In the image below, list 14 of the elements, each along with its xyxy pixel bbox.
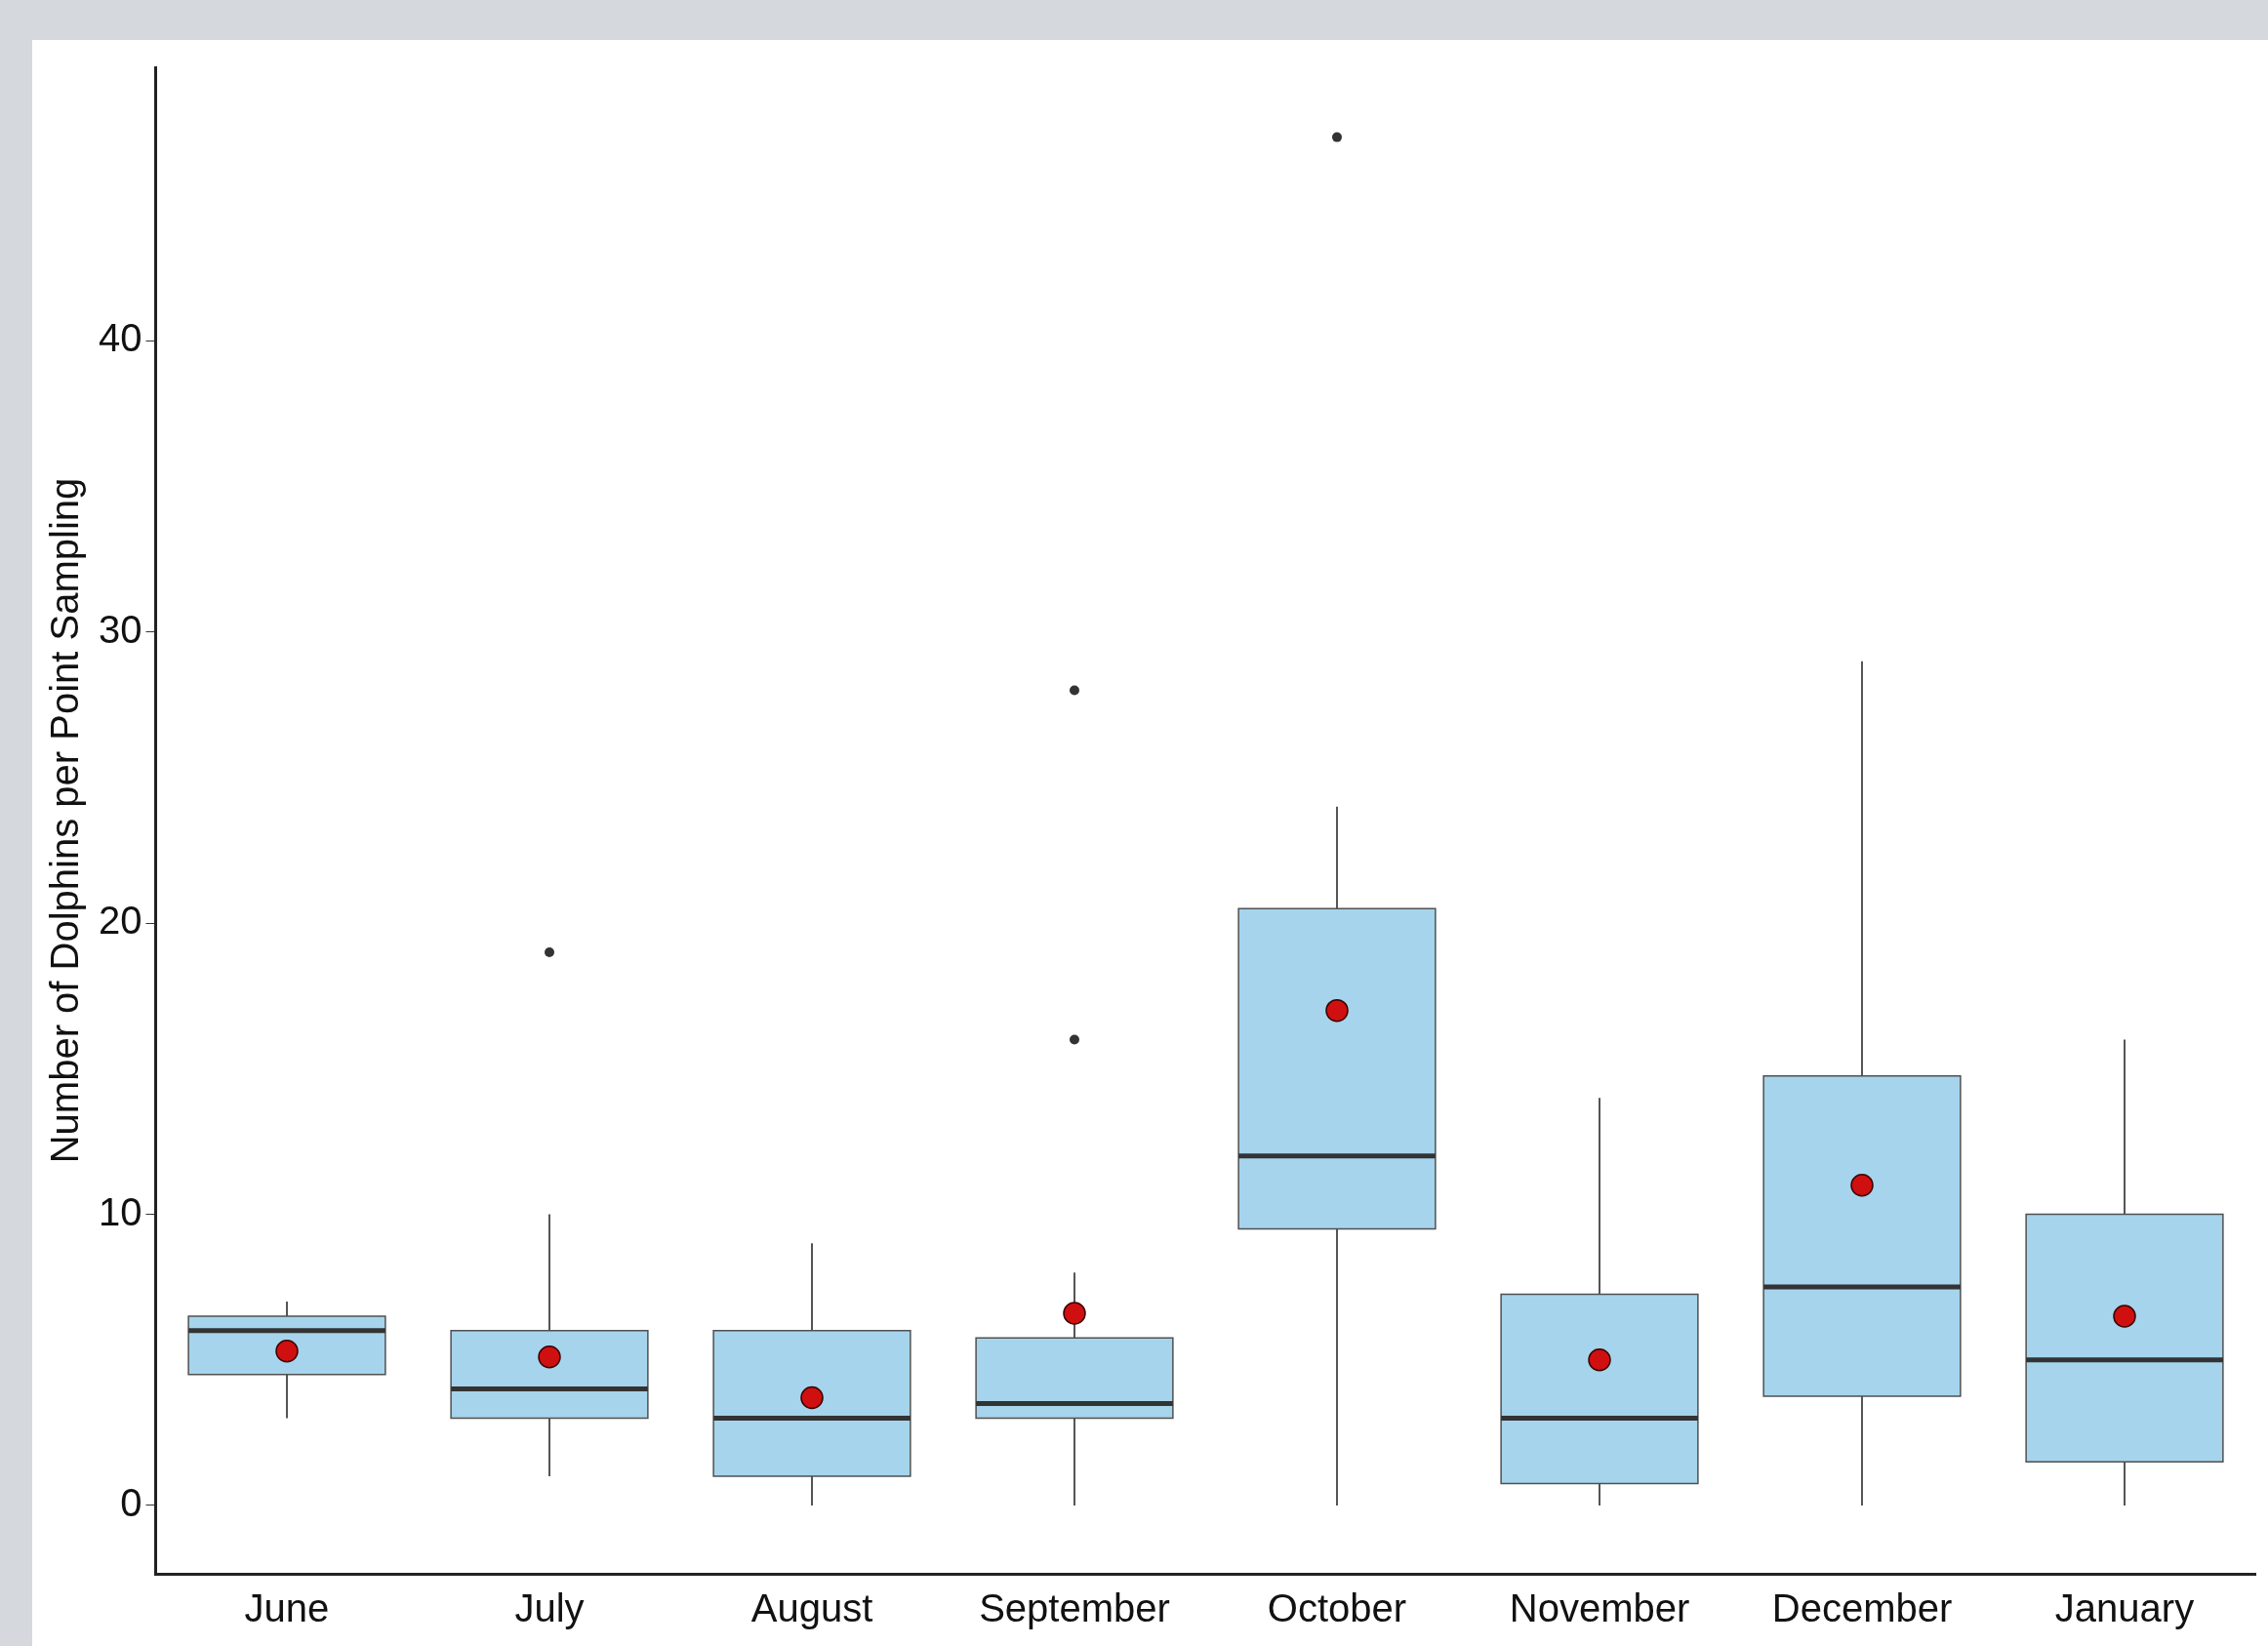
x-tick-label: January xyxy=(2054,1586,2195,1630)
y-axis-title: Number of Dolphins per Point Sampling xyxy=(43,477,87,1164)
y-tick-label: 10 xyxy=(98,1189,142,1233)
y-tick-label: 0 xyxy=(120,1480,142,1524)
x-tick-label: December xyxy=(1771,1586,1953,1630)
x-tick-label: August xyxy=(750,1586,873,1630)
x-tick-label: June xyxy=(244,1586,330,1630)
x-tick-label: November xyxy=(1509,1586,1690,1630)
y-tick-label: 30 xyxy=(98,607,142,651)
x-tick-label: September xyxy=(979,1586,1170,1630)
x-tick-label: October xyxy=(1267,1586,1407,1630)
y-tick-label: 20 xyxy=(98,899,142,943)
y-tick-label: 40 xyxy=(98,316,142,360)
x-tick-label: July xyxy=(514,1586,585,1630)
